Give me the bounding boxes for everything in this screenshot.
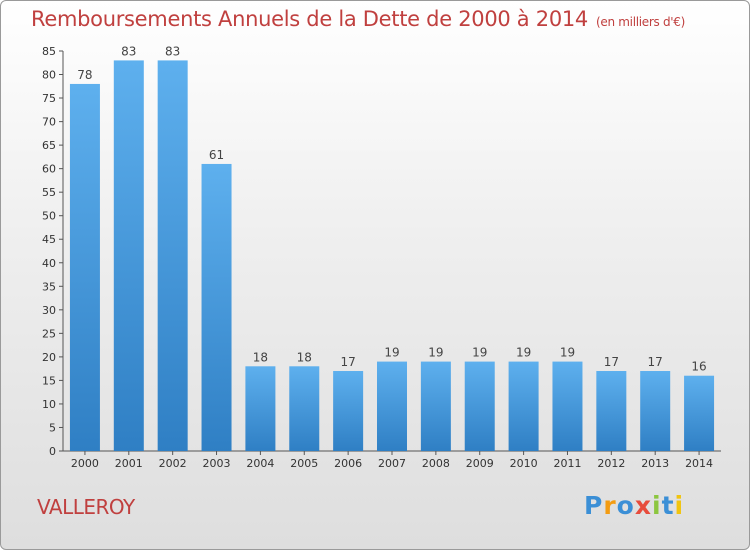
x-tick-label: 2008 (422, 457, 450, 470)
data-label: 19 (384, 346, 399, 360)
bar-2013 (640, 371, 671, 451)
x-tick-label: 2002 (159, 457, 187, 470)
x-tick-label: 2012 (597, 457, 625, 470)
bar-2011 (552, 361, 583, 451)
y-tick-label: 50 (42, 210, 56, 223)
data-label: 17 (648, 355, 663, 369)
x-tick-label: 2006 (334, 457, 362, 470)
x-tick-label: 2013 (641, 457, 669, 470)
y-tick-label: 70 (42, 116, 56, 129)
bar-2003 (201, 163, 232, 452)
data-label: 83 (121, 44, 136, 58)
data-label: 19 (472, 346, 487, 360)
bar-2008 (420, 361, 451, 451)
bar-2005 (289, 366, 320, 451)
bar-2009 (464, 361, 495, 451)
logo-letter: t (661, 491, 675, 520)
x-tick-label: 2010 (510, 457, 538, 470)
y-tick-label: 30 (42, 304, 56, 317)
logo-letter: o (616, 491, 635, 520)
bar-2012 (596, 371, 627, 451)
bar-2002 (157, 60, 188, 451)
bar-2000 (69, 83, 100, 452)
y-tick-label: 65 (42, 139, 56, 152)
y-tick-label: 25 (42, 327, 56, 340)
data-label: 16 (691, 360, 706, 374)
data-label: 19 (560, 346, 575, 360)
y-tick-label: 35 (42, 280, 56, 293)
bar-2004 (245, 366, 276, 451)
data-label: 78 (77, 68, 92, 82)
x-tick-label: 2014 (685, 457, 713, 470)
y-tick-label: 15 (42, 374, 56, 387)
chart-title-text: Remboursements Annuels de la Dette de 20… (31, 7, 588, 31)
bar-2014 (684, 375, 715, 451)
y-tick-label: 75 (42, 92, 56, 105)
x-tick-label: 2004 (246, 457, 274, 470)
y-tick-label: 80 (42, 69, 56, 82)
data-label: 19 (428, 346, 443, 360)
logo-letter: x (634, 491, 652, 520)
data-label: 83 (165, 44, 180, 58)
x-tick-label: 2007 (378, 457, 406, 470)
chart-unit: (en milliers d'€) (596, 15, 686, 29)
chart-title: Remboursements Annuels de la Dette de 20… (31, 7, 685, 31)
bar-2006 (333, 371, 364, 451)
city-name: VALLEROY (37, 495, 135, 519)
logo-letter: i (674, 491, 685, 520)
y-tick-label: 60 (42, 163, 56, 176)
bar-2007 (377, 361, 407, 451)
logo-letter: r (603, 491, 617, 520)
y-tick-label: 55 (42, 186, 56, 199)
data-label: 19 (516, 346, 531, 360)
logo-letter: P (584, 491, 604, 520)
data-label: 61 (209, 148, 224, 162)
x-tick-label: 2011 (553, 457, 581, 470)
x-tick-label: 2000 (71, 457, 99, 470)
x-tick-label: 2009 (466, 457, 494, 470)
logo-letter: i (652, 491, 662, 520)
proxiti-logo: Proxiti (584, 491, 684, 520)
data-label: 18 (253, 350, 268, 364)
y-tick-label: 40 (42, 257, 56, 270)
y-tick-label: 10 (42, 398, 56, 411)
y-tick-label: 45 (42, 233, 56, 246)
bar-2010 (508, 361, 539, 451)
data-label: 18 (297, 350, 312, 364)
data-label: 17 (340, 355, 355, 369)
x-tick-label: 2005 (290, 457, 318, 470)
data-label: 17 (604, 355, 619, 369)
y-tick-label: 20 (42, 351, 56, 364)
y-tick-label: 85 (42, 45, 56, 58)
x-tick-label: 2003 (203, 457, 231, 470)
bar-2001 (113, 60, 144, 451)
y-tick-label: 0 (49, 445, 56, 458)
x-tick-label: 2001 (115, 457, 143, 470)
y-tick-label: 5 (49, 421, 56, 434)
